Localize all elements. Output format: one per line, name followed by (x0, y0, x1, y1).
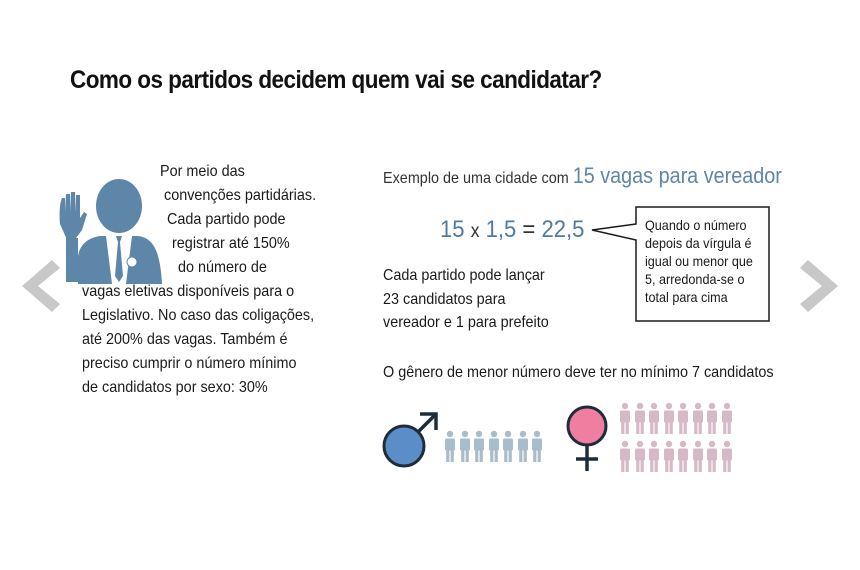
voter-raising-hand-icon (59, 179, 162, 284)
person-figure-icon (634, 402, 646, 439)
text-line: registrar até 150% (172, 235, 290, 252)
chevron-left-icon (22, 260, 60, 312)
female-symbol-icon (566, 405, 608, 471)
person-figure-icon (517, 430, 529, 467)
next-slide-button[interactable] (798, 258, 842, 314)
person-figure-icon (706, 440, 718, 477)
example-prefix: Exemplo de uma cidade com (383, 170, 569, 187)
person-figure-icon (648, 440, 660, 477)
text-line: Cada partido pode (167, 211, 286, 228)
callout-bubble (591, 206, 770, 322)
example-highlight: 15 vagas para vereador (572, 163, 782, 188)
person-figure-icon (531, 430, 543, 467)
callout-line: total para cima (645, 289, 728, 305)
person-figure-icon (619, 402, 631, 439)
text-line: até 200% das vagas. Também é (82, 331, 288, 348)
formula-a: 15 (440, 216, 465, 243)
formula-result: 22,5 (541, 216, 585, 243)
person-figure-icon (502, 430, 514, 467)
person-figure-icon (692, 402, 704, 439)
callout-line: igual ou menor que (645, 253, 753, 269)
person-figure-icon (706, 402, 718, 439)
text-line: de candidatos por sexo: 30% (82, 379, 268, 396)
person-figure-icon (459, 430, 471, 467)
male-symbol-icon (382, 412, 438, 468)
person-figure-icon (634, 440, 646, 477)
person-figure-icon (677, 440, 689, 477)
party-line: vereador e 1 para prefeito (383, 314, 549, 331)
person-figure-icon (444, 430, 456, 467)
callout-text: Quando o número depois da vírgula é igua… (645, 216, 762, 306)
callout-line: Quando o número (645, 217, 747, 233)
chevron-right-icon (800, 260, 838, 312)
text-line: preciso cumprir o número mínimo (82, 355, 297, 372)
person-figure-icon (692, 440, 704, 477)
party-line: Cada partido pode lançar (383, 267, 545, 284)
person-figure-icon (488, 430, 500, 467)
example-heading: Exemplo de uma cidade com 15 vagas para … (383, 163, 782, 189)
person-figure-icon (648, 402, 660, 439)
text-line: Legislativo. No caso das coligações, (82, 307, 315, 324)
party-line: 23 candidatos para (383, 290, 506, 308)
page-title: Como os partidos decidem quem vai se can… (70, 66, 602, 94)
previous-slide-button[interactable] (18, 258, 62, 314)
text-line: vagas eletivas disponíveis para o (82, 283, 295, 300)
person-figure-icon (619, 440, 631, 477)
text-line: do número de (178, 259, 267, 276)
person-figure-icon (721, 440, 733, 477)
party-info: Cada partido pode lançar 23 candidatos p… (383, 264, 549, 335)
gender-rule: O gênero de menor número deve ter no mín… (383, 364, 774, 381)
formula: 15 x 1,5 = 22,5 (440, 216, 584, 244)
person-figure-icon (677, 402, 689, 439)
callout-line: 5, arredonda-se o (645, 271, 745, 287)
person-figure-icon (721, 402, 733, 439)
formula-equals: = (522, 216, 536, 243)
formula-b: 1,5 (485, 216, 517, 243)
person-figure-icon (473, 430, 485, 467)
callout-line: depois da vírgula é (645, 235, 752, 251)
person-figure-icon (663, 402, 675, 439)
person-figure-icon (663, 440, 675, 477)
text-line: Por meio das (160, 163, 245, 180)
text-line: convenções partidárias. (164, 187, 317, 204)
formula-times: x (470, 221, 480, 242)
